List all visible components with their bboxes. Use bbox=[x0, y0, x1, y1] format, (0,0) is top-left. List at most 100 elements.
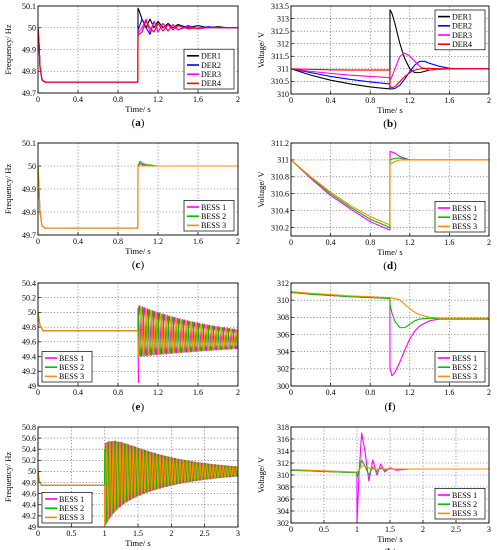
x-tick-label: 1.5 bbox=[385, 525, 395, 534]
chart-panel-2: 0 0.4 0.8 1.2 1.6 2 310 310.5 311 311.5 312 312.5 31… bbox=[256, 2, 491, 130]
y-tick-label: 50 bbox=[28, 162, 36, 171]
legend-label: BESS 3 bbox=[452, 372, 477, 381]
x-tick-label: 1.2 bbox=[405, 388, 415, 397]
series-group bbox=[291, 150, 489, 231]
panel-label-open: ( bbox=[384, 401, 388, 413]
y-tick-label: 49 bbox=[28, 382, 36, 391]
legend-label: BESS 2 bbox=[452, 500, 477, 509]
y-tick-label: 310.8 bbox=[271, 173, 289, 182]
panel-label-letter: d bbox=[387, 260, 393, 272]
x-tick-label: 1.2 bbox=[153, 95, 163, 104]
x-tick-label: 0.8 bbox=[113, 95, 123, 104]
series-group bbox=[38, 305, 238, 383]
x-tick-label: 1.6 bbox=[193, 388, 203, 397]
x-tick-label: 0.4 bbox=[73, 95, 83, 104]
series-line-bess3 bbox=[291, 291, 489, 319]
legend-label: BESS 1 bbox=[59, 495, 84, 504]
y-tick-label: 49.9 bbox=[22, 185, 36, 194]
y-axis-label: Frequency/ Hz bbox=[3, 164, 13, 215]
y-tick-label: 312.5 bbox=[271, 27, 289, 36]
x-tick-label: 0.5 bbox=[319, 525, 329, 534]
panel-label-close: ) bbox=[140, 401, 144, 413]
panel-label: (h) bbox=[383, 547, 397, 550]
y-tick-label: 49.6 bbox=[22, 489, 36, 498]
series-line-der4 bbox=[38, 20, 238, 83]
plot-frame bbox=[290, 426, 490, 524]
series-group bbox=[291, 432, 489, 523]
x-axis-label: Time/ s bbox=[125, 538, 150, 548]
y-tick-label: 49.6 bbox=[22, 338, 36, 347]
y-tick-label: 49.4 bbox=[22, 352, 36, 361]
x-axis-label: Time/ s bbox=[377, 534, 402, 544]
panel-label-close: ) bbox=[392, 401, 396, 413]
legend-label: DER4 bbox=[201, 79, 221, 88]
x-tick-label: 2 bbox=[487, 388, 491, 397]
panel-label-close: ) bbox=[141, 117, 145, 129]
y-tick-label: 49.8 bbox=[22, 323, 36, 332]
x-tick-label: 1 bbox=[355, 525, 359, 534]
x-tick-label: 2 bbox=[236, 388, 240, 397]
y-axis-label: Frequency/ Hz bbox=[3, 24, 13, 75]
y-tick-label: 49.2 bbox=[22, 512, 36, 521]
y-tick-label: 311.5 bbox=[271, 52, 289, 61]
y-tick-label: 316 bbox=[277, 435, 289, 444]
x-tick-label: 3 bbox=[487, 525, 491, 534]
y-tick-label: 310 bbox=[277, 471, 289, 480]
panel-label-close: ) bbox=[393, 118, 397, 130]
panel-label-open: ( bbox=[132, 401, 136, 413]
chart-panel-8: 0 0.5 1 1.5 2 2.5 3 302 304 306 308 310 312 314 316 318… bbox=[256, 423, 491, 550]
y-tick-label: 50.8 bbox=[22, 423, 36, 432]
panel-label: (a) bbox=[132, 117, 145, 129]
y-tick-label: 49.8 bbox=[22, 208, 36, 217]
y-tick-label: 314 bbox=[277, 447, 289, 456]
y-axis-label: Voltage/ V bbox=[256, 31, 266, 68]
x-tick-label: 0 bbox=[289, 96, 293, 105]
legend-label: DER1 bbox=[452, 12, 472, 21]
series-group bbox=[38, 160, 238, 229]
series-line-bess3 bbox=[38, 305, 238, 358]
x-tick-label: 0.4 bbox=[326, 388, 336, 397]
y-tick-label: 310.6 bbox=[271, 190, 289, 199]
legend-label: BESS 1 bbox=[59, 354, 84, 363]
legend-label: BESS 2 bbox=[59, 504, 84, 513]
x-tick-label: 1.2 bbox=[405, 238, 415, 247]
plot-frame bbox=[37, 426, 239, 528]
legend-label: BESS 3 bbox=[452, 509, 477, 518]
x-tick-label: 0 bbox=[289, 525, 293, 534]
x-tick-label: 2 bbox=[236, 237, 240, 246]
legend-label: BESS 1 bbox=[452, 354, 477, 363]
panel-label: (e) bbox=[132, 401, 145, 413]
y-tick-label: 49 bbox=[28, 523, 36, 532]
legend-label: BESS 3 bbox=[59, 372, 84, 381]
series-line-der2 bbox=[291, 60, 489, 90]
panel-label-close: ) bbox=[393, 547, 397, 550]
legend-label: DER2 bbox=[452, 22, 472, 31]
x-tick-label: 2 bbox=[487, 238, 491, 247]
x-tick-label: 0.4 bbox=[326, 238, 336, 247]
legend-label: DER2 bbox=[201, 61, 221, 70]
y-tick-label: 311.2 bbox=[271, 139, 289, 148]
x-axis-label: Time/ s bbox=[377, 247, 402, 257]
series-group bbox=[291, 291, 489, 377]
chart-panel-1: 0 0.4 0.8 1.2 1.6 2 49.7 49.8 49.9 50 50.1 DER1DER2… bbox=[3, 2, 240, 129]
x-tick-label: 2 bbox=[421, 525, 425, 534]
panel-label-close: ) bbox=[393, 260, 397, 272]
legend-label: DER1 bbox=[201, 52, 221, 61]
series-line-bess3 bbox=[291, 465, 489, 473]
y-tick-label: 50.6 bbox=[22, 434, 36, 443]
series-group bbox=[38, 7, 238, 83]
y-tick-label: 50 bbox=[28, 24, 36, 33]
x-tick-label: 3 bbox=[236, 529, 240, 538]
x-tick-label: 0.8 bbox=[365, 388, 375, 397]
y-tick-label: 302 bbox=[277, 365, 289, 374]
x-tick-label: 1.6 bbox=[444, 388, 454, 397]
x-tick-label: 1.2 bbox=[153, 237, 163, 246]
y-tick-label: 50.4 bbox=[22, 279, 36, 288]
y-tick-label: 300 bbox=[277, 382, 289, 391]
